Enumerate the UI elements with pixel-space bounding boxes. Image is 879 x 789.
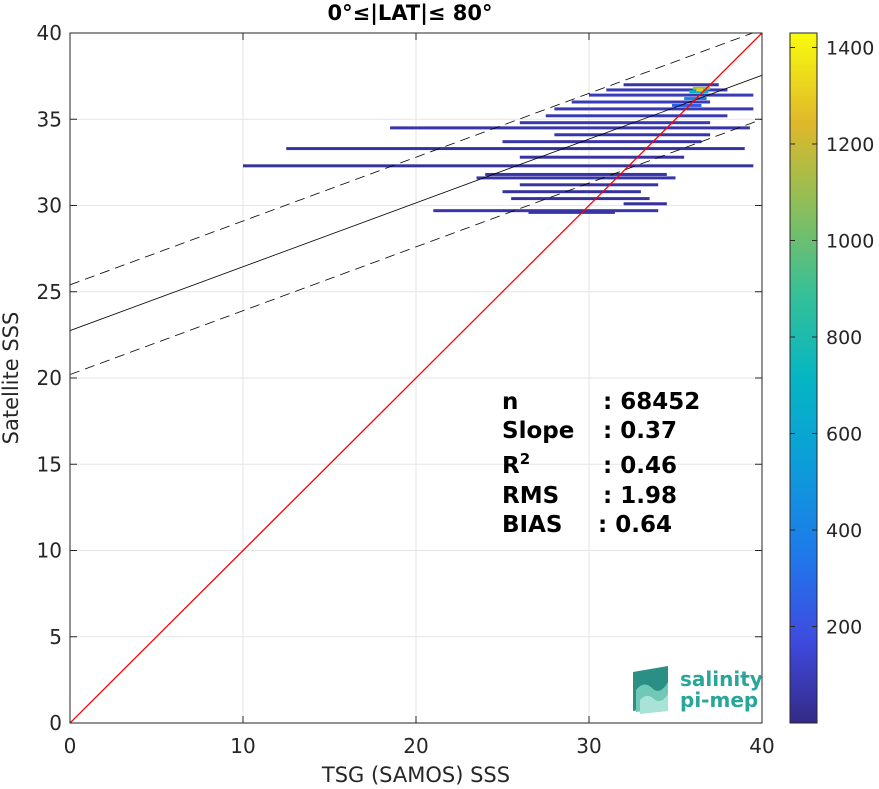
y-tick-label: 0	[49, 711, 62, 735]
stat-label: BIAS	[502, 512, 562, 538]
density-cell	[243, 164, 754, 168]
density-cell	[519, 183, 659, 187]
y-tick-label: 30	[37, 194, 62, 218]
colorbar-gradient	[790, 33, 817, 723]
density-cell	[502, 190, 641, 194]
y-tick-label: 10	[37, 539, 62, 563]
stat-value: : 0.46	[603, 453, 677, 479]
y-tick-label: 5	[49, 625, 62, 649]
colorbar-tick-label: 600	[826, 423, 862, 445]
upper-dashed-line	[70, 33, 754, 286]
density-cell	[623, 202, 667, 206]
x-tick-label: 20	[403, 734, 428, 758]
density-cell	[476, 176, 676, 180]
identity-line	[70, 33, 762, 723]
density-cell	[390, 126, 750, 130]
colorbar-tick-label: 200	[826, 616, 862, 638]
density-cell	[485, 172, 667, 176]
density-cell	[696, 88, 704, 92]
y-tick-label: 35	[37, 107, 62, 131]
density-cell	[433, 209, 659, 213]
density-cell	[511, 197, 650, 201]
x-axis-label: TSG (SAMOS) SSS	[321, 763, 510, 787]
stat-value: : 0.64	[598, 512, 672, 538]
density-cell	[623, 83, 719, 87]
x-tick-label: 40	[749, 734, 774, 758]
density-cell	[692, 86, 711, 90]
colorbar-ticks: 200 400 600 800 1000 1200 1400	[790, 37, 874, 638]
y-tick-label: 15	[37, 452, 62, 476]
y-tick-label: 25	[37, 280, 62, 304]
x-tick-label: 30	[576, 734, 601, 758]
stat-label: RMS	[502, 483, 559, 509]
x-ticks: 0 10 20 30 40	[64, 33, 775, 758]
chart-title: 0°≤|LAT|≤ 80°	[327, 1, 492, 26]
wave-icon	[633, 666, 668, 714]
density-cell	[606, 88, 728, 92]
y-ticks: 0 5 10 15 20 25 30 35 40	[37, 21, 762, 735]
stat-value: : 68452	[603, 389, 700, 415]
density-cell	[519, 155, 685, 159]
density-cell	[545, 114, 728, 118]
x-tick-label: 10	[230, 734, 255, 758]
fit-lines	[70, 33, 762, 723]
logo: salinity pi-mep	[633, 666, 763, 714]
logo-line1: salinity	[680, 667, 763, 691]
colorbar: 200 400 600 800 1000 1200 1400	[789, 32, 874, 724]
density-cell	[571, 100, 711, 104]
density-cell	[528, 210, 615, 214]
density-cell	[689, 90, 709, 94]
density-cell	[554, 107, 754, 111]
lower-dashed-line	[70, 118, 762, 375]
regression-line	[70, 74, 762, 331]
density-map	[243, 83, 754, 214]
stat-label: Slope	[502, 418, 574, 444]
density-cell	[286, 147, 745, 151]
stat-label: n	[502, 389, 518, 415]
stat-value: : 0.37	[603, 418, 677, 444]
x-tick-label: 0	[64, 734, 77, 758]
y-tick-label: 40	[37, 21, 62, 45]
density-cell	[502, 140, 702, 144]
colorbar-tick-label: 1400	[826, 37, 874, 59]
colorbar-tick-label: 1000	[826, 230, 874, 252]
logo-line2: pi-mep	[680, 688, 758, 712]
colorbar-frame	[789, 32, 818, 724]
density-cell	[672, 103, 702, 107]
y-axis-label: Satellite SSS	[0, 312, 23, 445]
colorbar-tick-label: 400	[826, 520, 862, 542]
y-tick-label: 20	[37, 366, 62, 390]
stat-value: : 1.98	[603, 483, 677, 509]
density-cell	[519, 121, 711, 125]
density-cell	[554, 133, 711, 137]
colorbar-tick-label: 1200	[826, 134, 874, 156]
density-cell	[589, 93, 754, 97]
colorbar-tick-label: 800	[826, 327, 862, 349]
